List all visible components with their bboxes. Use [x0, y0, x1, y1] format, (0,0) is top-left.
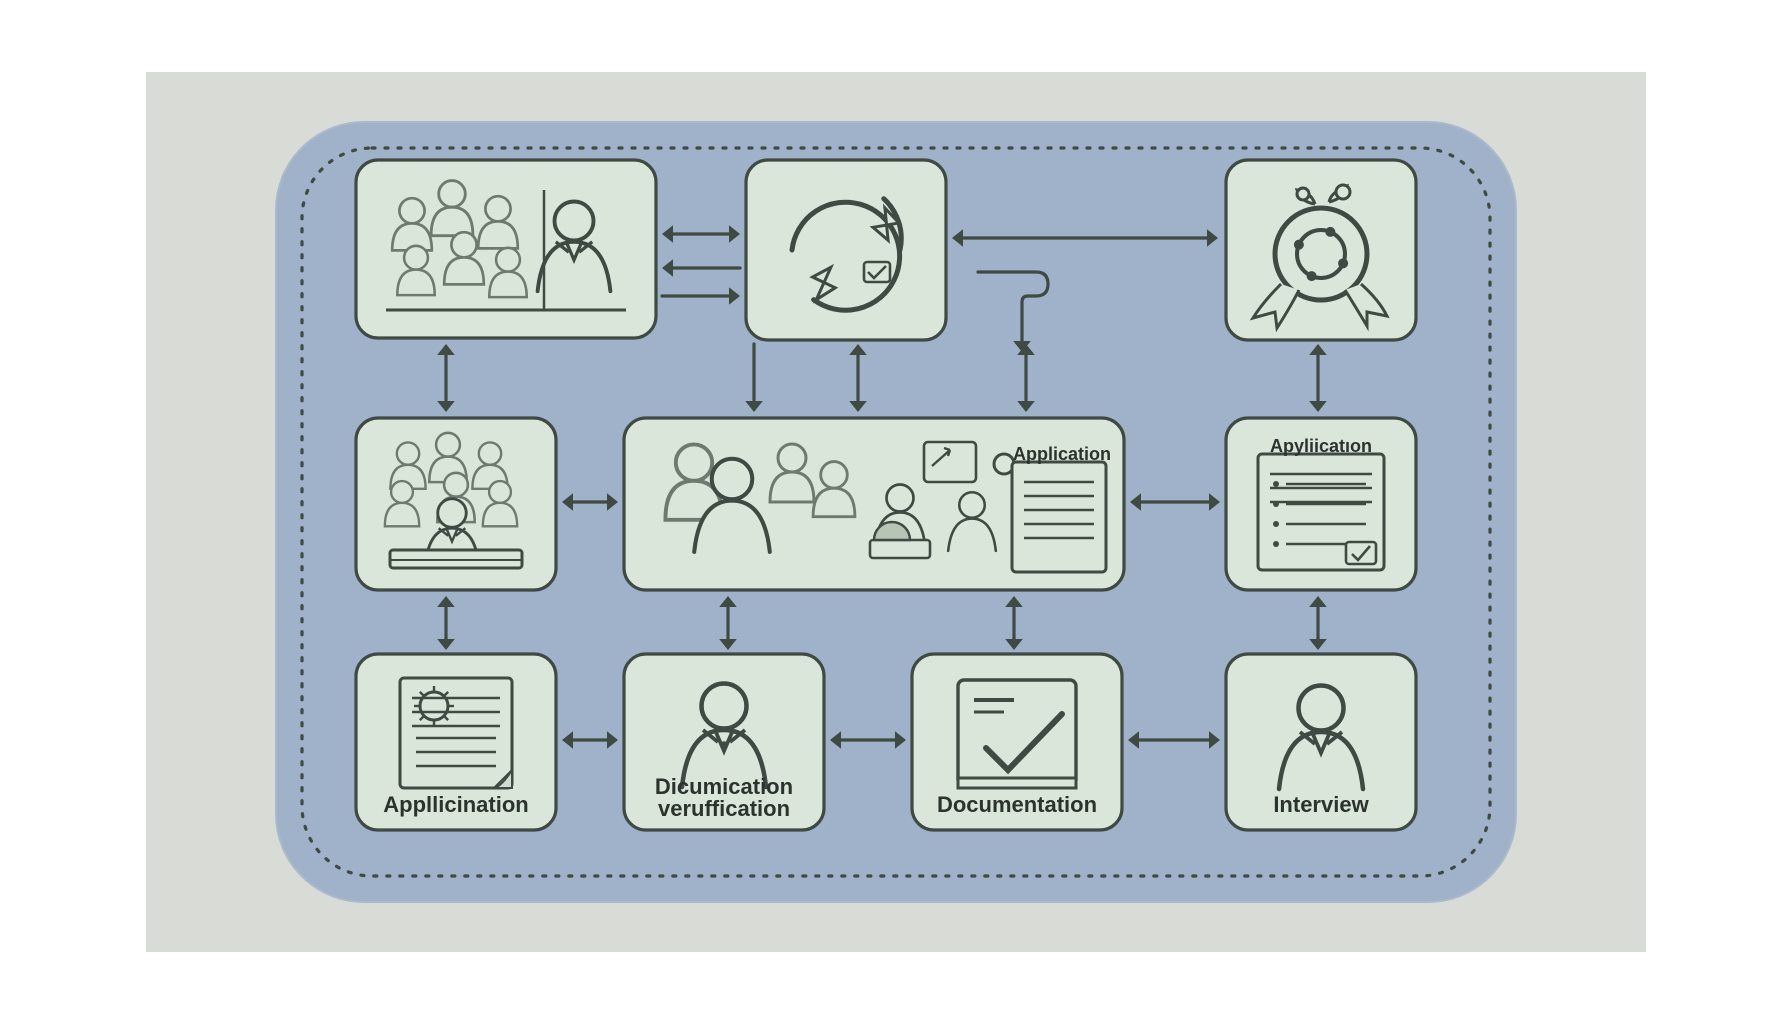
diagram-stage: Application Apyliicatıon Appllicination Dic… [146, 72, 1646, 952]
node-r3c: Documentation [912, 654, 1122, 830]
node-r3d: Interview [1226, 654, 1416, 830]
node-r1c [1226, 160, 1416, 340]
node-label: Interview [1273, 792, 1369, 817]
node-r2c: Apyliicatıon [1226, 418, 1416, 590]
flowchart-svg: Application Apyliicatıon Appllicination Dic… [146, 72, 1646, 952]
node-r3b: Dicumicationveruffication [624, 654, 824, 830]
node-r2b: Application [624, 418, 1124, 590]
node-label: Documentation [937, 792, 1097, 817]
node-internal-label: Application [1013, 444, 1111, 464]
node-r1a [356, 160, 656, 338]
node-internal-label: Apyliicatıon [1270, 436, 1372, 456]
node-label-2: veruffication [658, 796, 790, 821]
node-r3a: Appllicination [356, 654, 556, 830]
node-label: Appllicination [383, 792, 528, 817]
page: Application Apyliicatıon Appllicination Dic… [0, 0, 1792, 1024]
node-r1b [746, 160, 946, 340]
node-r2a [356, 418, 556, 590]
